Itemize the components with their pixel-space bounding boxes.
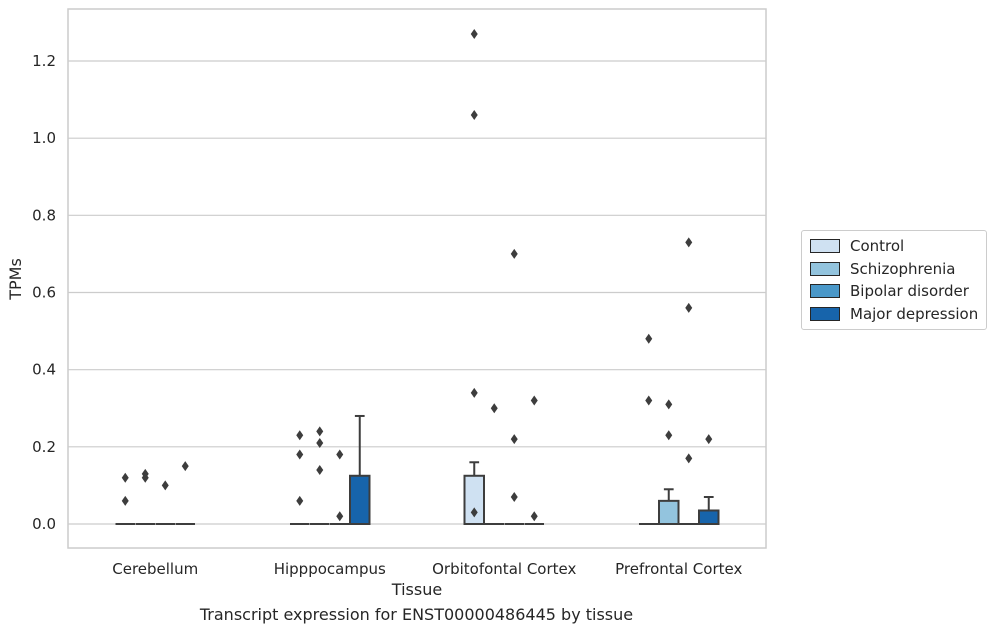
y-tick-label: 0.8 [32,206,56,224]
box-schizophrenia [484,403,504,525]
legend-label: Major depression [850,304,979,323]
outlier-point [470,28,478,39]
outlier-point [470,507,478,518]
box-schizophrenia [658,399,680,526]
outlier-point [470,387,478,398]
outlier-point [645,333,653,344]
outlier-point [336,511,344,522]
box-schizophrenia [135,468,155,525]
box-control [639,333,659,525]
outlier-point [665,430,673,441]
outlier-point [530,395,538,406]
legend-item: Bipolar disorder [810,280,980,303]
box-bipolar-disorder [155,480,175,525]
outlier-point [296,449,304,460]
box-body [349,474,371,526]
legend-swatch [810,239,840,254]
box-bipolar-disorder [330,449,350,525]
outlier-point [530,511,538,522]
x-tick-label: Cerebellum [112,560,198,578]
grid-lines [68,60,766,525]
outlier-point [510,434,518,445]
outlier-point [510,248,518,259]
y-tick-label: 0.6 [32,284,56,302]
legend-swatch [810,306,840,321]
y-tick-label: 1.2 [32,52,56,70]
box-marks [115,28,720,526]
legend-label: Bipolar disorder [850,282,969,301]
x-tick-label: Hipppocampus [274,560,386,578]
y-tick-label: 0.4 [32,361,56,379]
outlier-point [316,464,324,475]
legend-swatch [810,284,840,299]
outlier-point [121,472,129,483]
legend-swatch [810,261,840,276]
y-axis-label: TPMs [6,258,25,301]
x-tick-labels: Cerebellum Hipppocampus Orbitofontal Corte… [112,560,742,578]
outlier-point [685,302,693,313]
outlier-point [645,395,653,406]
box-major-depression [349,414,371,526]
box-major-depression [524,395,544,525]
y-tick-label: 0.2 [32,438,56,456]
legend-item: Control [810,235,980,258]
outlier-point [296,430,304,441]
box-schizophrenia [310,426,330,525]
legend-label: Schizophrenia [850,259,956,278]
box-major-depression [698,434,720,525]
outlier-point [181,461,189,472]
outlier-point [141,472,149,483]
box-control [463,28,485,526]
outlier-point [121,495,129,506]
legend-item: Major depression [810,303,980,326]
legend: Control Schizophrenia Bipolar disorder Majo… [801,230,987,330]
box-major-depression [175,461,195,525]
outlier-point [316,437,324,448]
outlier-point [470,110,478,121]
box-bipolar-disorder [679,237,699,525]
x-tick-label: Prefrontal Cortex [615,560,742,578]
legend-label: Control [850,237,905,256]
legend-item: Schizophrenia [810,258,980,281]
outlier-point [490,403,498,414]
y-tick-labels: 0.0 0.2 0.4 0.6 0.8 1.0 1.2 [32,52,56,533]
outlier-point [336,449,344,460]
plot-frame [67,8,767,549]
outlier-point [161,480,169,491]
box-bipolar-disorder [504,248,524,525]
figure-caption: Transcript expression for ENST0000048644… [199,605,634,624]
box-control [290,430,310,525]
box-body [698,509,720,525]
x-tick-label: Orbitofontal Cortex [432,560,576,578]
box-control [115,472,135,525]
y-tick-label: 0.0 [32,515,56,533]
outlier-point [665,399,673,410]
outlier-point [510,491,518,502]
outlier-point [296,495,304,506]
outlier-point [316,426,324,437]
box-body [658,499,680,526]
outlier-point [705,434,713,445]
outlier-point [685,453,693,464]
y-tick-label: 1.0 [32,129,56,147]
outlier-point [685,237,693,248]
x-axis-label: Tissue [391,580,442,599]
